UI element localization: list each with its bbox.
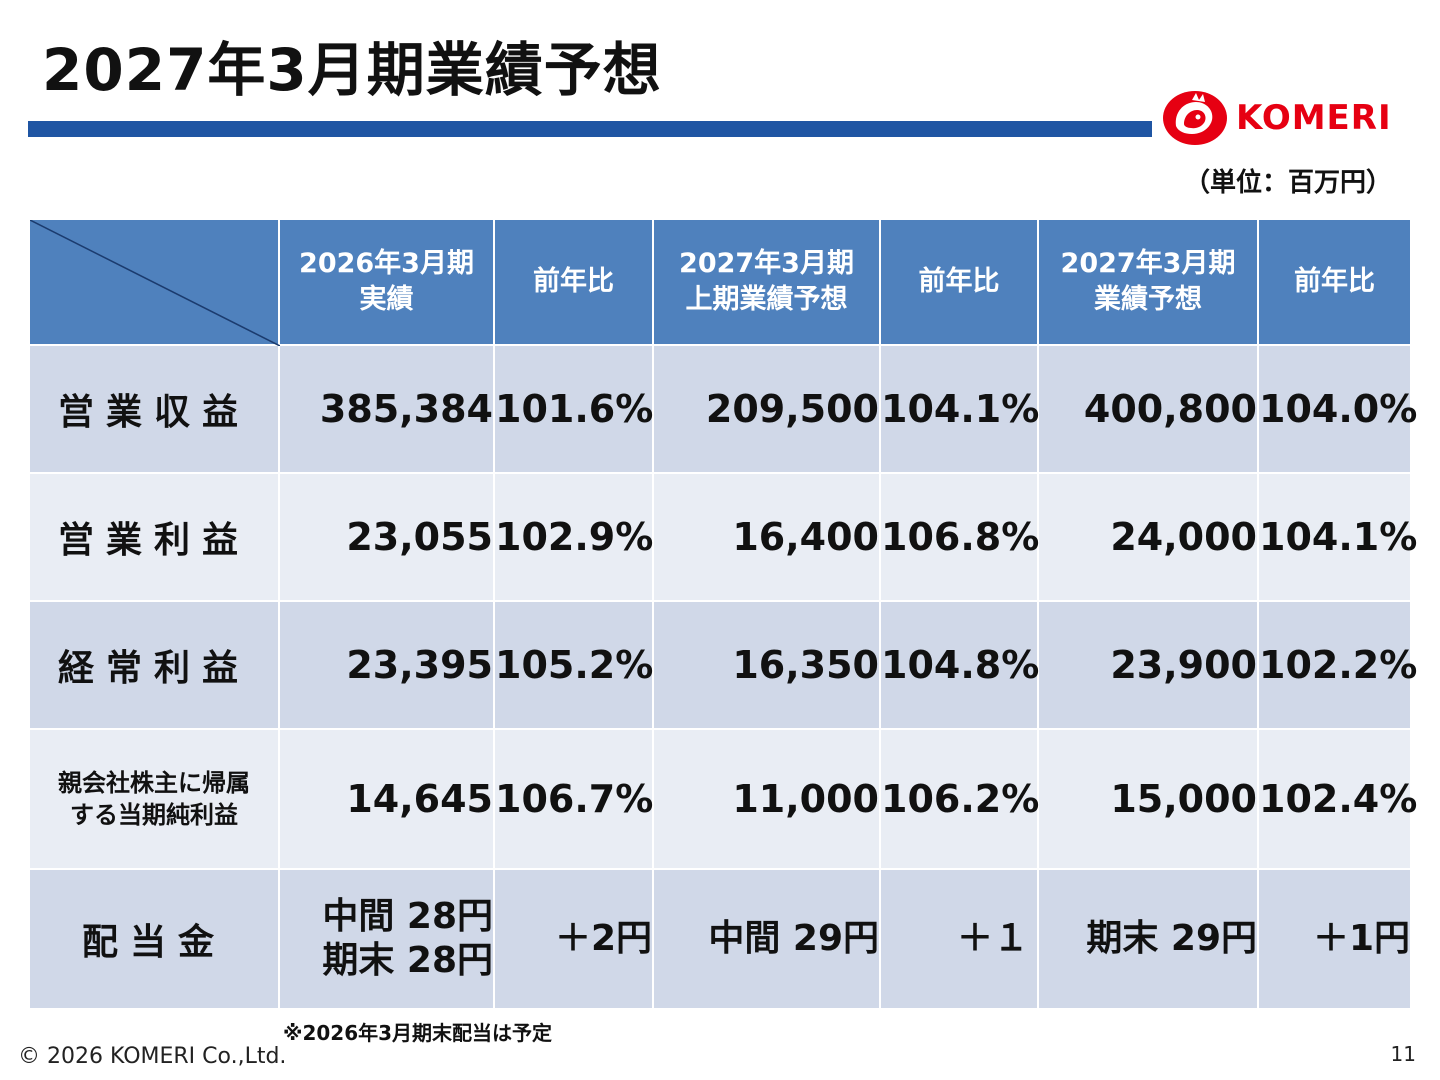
table-cell: 101.6% (493, 344, 654, 474)
corner-cell (28, 218, 280, 346)
copyright: © 2026 KOMERI Co.,Ltd. (18, 1044, 287, 1069)
table-cell: ＋１ (879, 868, 1039, 1010)
table-cell: 385,384 (278, 344, 495, 474)
header-text: 前年比 (918, 266, 1000, 297)
table-cell: 104.8% (879, 600, 1039, 730)
table-cell: 11,000 (652, 728, 881, 870)
dividend-footnote: ※2026年3月期末配当は予定 (283, 1021, 553, 1045)
table-cell: 106.2% (879, 728, 1039, 870)
table-cell: 102.2% (1257, 600, 1417, 730)
table-cell: 16,350 (652, 600, 881, 730)
header-text: 前年比 (533, 266, 614, 297)
row-label: 営業利益 (28, 472, 280, 602)
table-row: 営業利益 23,055 102.9% 16,400 106.8% 24,000 … (28, 472, 1417, 602)
table-cell: ＋1円 (1257, 868, 1412, 1010)
table-cell: 104.0% (1257, 344, 1417, 474)
company-logo: KOMERI (1162, 90, 1412, 146)
table-cell: 24,000 (1037, 472, 1259, 602)
row-label: 営業収益 (28, 344, 280, 474)
header-text: 2027年3月期 上期業績予想 (679, 248, 854, 315)
table-cell: 209,500 (652, 344, 881, 474)
logo-wordmark: KOMERI (1236, 98, 1392, 138)
table-cell: 期末 29円 (1037, 868, 1259, 1010)
table-cell: 105.2% (493, 600, 654, 730)
table-row: 配当金 中間 28円 期末 28円 ＋2円 中間 29円 ＋１ 期末 29円 ＋… (28, 868, 1412, 1010)
header-cell: 2027年3月期 業績予想 (1037, 218, 1259, 346)
table-cell: 15,000 (1037, 728, 1259, 870)
diagonal-line (30, 220, 280, 346)
title-underline (28, 121, 1152, 137)
header-text: 2026年3月期 実績 (299, 248, 474, 315)
page-number: 11 (1390, 1042, 1416, 1066)
page-title: 2027年3月期業績予想 (42, 36, 662, 104)
row-label: 経常利益 (28, 600, 280, 730)
header-cell: 2026年3月期 実績 (278, 218, 495, 346)
table-cell: ＋2円 (493, 868, 654, 1010)
header-text: 前年比 (1294, 266, 1375, 297)
table-cell: 102.9% (493, 472, 654, 602)
table-cell: 中間 28円 期末 28円 (278, 868, 495, 1010)
table-cell: 14,645 (278, 728, 495, 870)
table-cell: 102.4% (1257, 728, 1417, 870)
row-label: 親会社株主に帰属 する当期純利益 (28, 728, 280, 870)
table-cell: 23,055 (278, 472, 495, 602)
table-cell: 106.8% (879, 472, 1039, 602)
header-cell: 前年比 (879, 218, 1039, 346)
header-cell: 前年比 (493, 218, 654, 346)
table-header-row: 2026年3月期 実績 前年比 2027年3月期 上期業績予想 前年比 2027… (28, 218, 1412, 346)
table-cell: 23,900 (1037, 600, 1259, 730)
table-cell: 23,395 (278, 600, 495, 730)
table-row: 親会社株主に帰属 する当期純利益 14,645 106.7% 11,000 10… (28, 728, 1417, 870)
table-cell: 106.7% (493, 728, 654, 870)
row-label: 配当金 (28, 868, 280, 1010)
header-cell: 2027年3月期 上期業績予想 (652, 218, 881, 346)
table-cell: 400,800 (1037, 344, 1259, 474)
table-cell: 中間 29円 (652, 868, 881, 1010)
table-cell: 104.1% (1257, 472, 1417, 602)
table-row: 経常利益 23,395 105.2% 16,350 104.8% 23,900 … (28, 600, 1417, 730)
rooster-logo-icon (1163, 91, 1227, 145)
table-cell: 104.1% (879, 344, 1039, 474)
header-text: 2027年3月期 業績予想 (1060, 248, 1236, 315)
header-cell: 前年比 (1257, 218, 1412, 346)
forecast-table: 2026年3月期 実績 前年比 2027年3月期 上期業績予想 前年比 2027… (28, 218, 1417, 1010)
table-row: 営業収益 385,384 101.6% 209,500 104.1% 400,8… (28, 344, 1417, 474)
table-cell: 16,400 (652, 472, 881, 602)
unit-label: （単位：百万円） (1183, 168, 1392, 198)
